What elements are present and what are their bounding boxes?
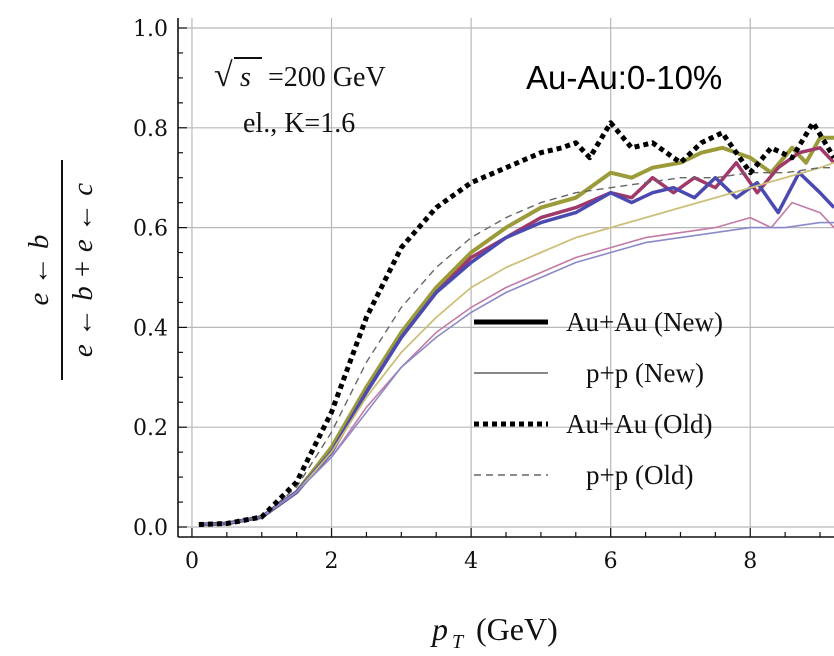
legend-label-pp-new: p+p (New) [586, 358, 704, 388]
y-tick-label: 0.6 [133, 217, 168, 242]
sqrt-symbol: √ [214, 57, 233, 94]
series-line-1 [198, 146, 834, 527]
x-tick-label: 6 [604, 549, 618, 574]
system-label: Au-Au:0-10% [526, 59, 722, 96]
y-axis-denominator: e ← b + e ← c [67, 183, 99, 357]
y-tick-label: 0.8 [133, 117, 168, 142]
series-line-3 [198, 161, 834, 526]
series-line-0 [198, 135, 834, 527]
legend-label-au-new: Au+Au (New) [566, 307, 723, 337]
y-axis-title: e ← b e ← b + e ← c [23, 160, 99, 380]
grid-lines [178, 18, 834, 537]
data-series [198, 120, 834, 527]
x-tick-label: 0 [185, 549, 199, 574]
series-line-4 [198, 201, 834, 526]
series-line-5 [198, 221, 834, 526]
series-line-6 [198, 166, 834, 526]
x-axis-sub: T [452, 631, 465, 653]
axis-ticks: 0 2 4 6 8 0.0 0.2 0.4 0.6 0.8 1.0 [133, 17, 821, 574]
x-tick-label: 2 [325, 549, 339, 574]
legend-label-au-old: Au+Au (Old) [566, 409, 712, 439]
y-tick-label: 0.2 [133, 416, 168, 441]
sqrt-variable: s [240, 62, 251, 93]
params-label: el., K=1.6 [243, 108, 355, 139]
x-axis-main: p [430, 611, 448, 647]
energy-value: =200 GeV [268, 62, 386, 93]
y-tick-label: 0.0 [133, 516, 168, 541]
plot-frame [177, 18, 834, 538]
x-tick-label: 4 [464, 549, 478, 574]
legend: Au+Au (New) p+p (New) Au+Au (Old) p+p (O… [474, 307, 723, 490]
legend-label-pp-old: p+p (Old) [586, 460, 693, 490]
y-tick-label: 1.0 [133, 17, 168, 42]
y-axis-numerator: e ← b [23, 235, 55, 306]
series-line-2 [198, 170, 834, 527]
x-tick-label: 8 [743, 549, 757, 574]
series-line-7 [198, 120, 834, 527]
energy-annotation: √ s =200 GeV el., K=1.6 [214, 57, 386, 139]
x-axis-title: p T (GeV) [430, 611, 558, 653]
x-axis-unit: (GeV) [476, 611, 558, 647]
y-tick-label: 0.4 [133, 316, 168, 341]
